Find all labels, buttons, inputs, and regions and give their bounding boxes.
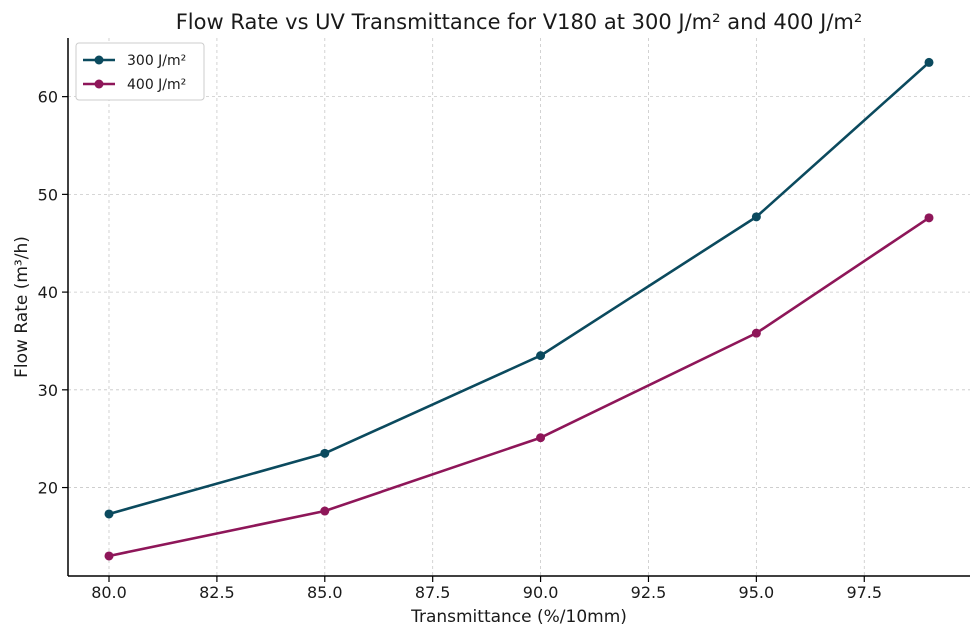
- data-point: [320, 506, 330, 516]
- x-tick-label: 97.5: [846, 583, 882, 602]
- data-point: [104, 509, 114, 519]
- data-point: [536, 433, 546, 443]
- x-tick-label: 87.5: [415, 583, 451, 602]
- x-tick-label: 90.0: [523, 583, 559, 602]
- y-tick-label: 20: [38, 479, 58, 498]
- data-point: [536, 351, 546, 361]
- legend-marker: [94, 55, 104, 65]
- data-point: [924, 213, 934, 223]
- series-layer: [104, 57, 934, 561]
- legend-item: 400 J/m²: [83, 77, 186, 93]
- grid: [68, 38, 970, 576]
- y-tick-label: 50: [38, 185, 58, 204]
- legend-item: 300 J/m²: [83, 53, 186, 69]
- series-2: [104, 213, 934, 561]
- y-tick-label: 40: [38, 283, 58, 302]
- x-tick-label: 95.0: [739, 583, 775, 602]
- data-point: [751, 212, 761, 222]
- axes: [67, 38, 970, 577]
- series-line: [108, 216, 930, 558]
- y-tick-label: 30: [38, 381, 58, 400]
- legend-box: [75, 42, 205, 101]
- legend-label: 400 J/m²: [127, 77, 186, 93]
- data-point: [104, 551, 114, 561]
- legend-marker: [94, 79, 104, 89]
- y-axis-label: Flow Rate (m³/h): [12, 236, 32, 378]
- legend-label: 300 J/m²: [127, 53, 186, 69]
- x-axis-label: Transmittance (%/10mm): [410, 607, 627, 627]
- data-point: [320, 448, 330, 458]
- data-point: [751, 328, 761, 338]
- chart-title: Flow Rate vs UV Transmittance for V180 a…: [176, 10, 863, 34]
- x-tick-label: 80.0: [91, 583, 127, 602]
- x-ticks: 80.0 82.5 85.0 87.5 90.0 92.5 95.0 97.5: [91, 576, 882, 602]
- data-point: [924, 57, 934, 67]
- y-ticks: 20 30 40 50 60: [38, 88, 68, 498]
- x-tick-label: 85.0: [307, 583, 343, 602]
- y-tick-label: 60: [38, 88, 58, 107]
- x-tick-label: 82.5: [199, 583, 235, 602]
- series-1: [104, 57, 934, 519]
- legend: 300 J/m² 400 J/m²: [75, 42, 205, 101]
- x-tick-label: 92.5: [631, 583, 667, 602]
